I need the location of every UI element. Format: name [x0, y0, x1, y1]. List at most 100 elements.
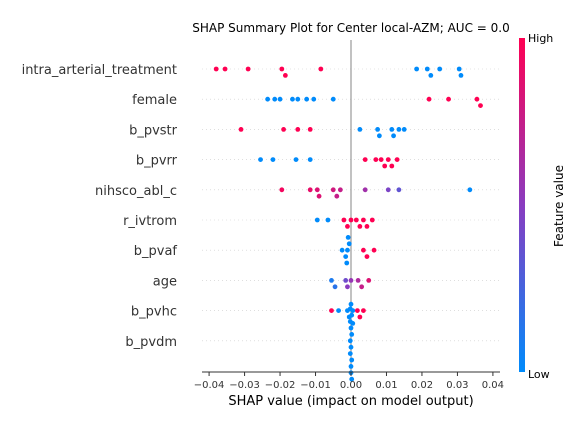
data-point [458, 73, 464, 78]
feature-label: age [153, 274, 177, 289]
data-point [245, 66, 251, 72]
feature-label: nihsco_abl_c [95, 184, 177, 199]
data-point [304, 96, 310, 102]
data-point [318, 66, 324, 72]
data-point [354, 308, 360, 313]
data-point [428, 73, 434, 78]
data-point [311, 96, 317, 102]
data-point [349, 357, 355, 363]
data-point [347, 306, 353, 312]
data-point [345, 235, 351, 240]
data-point [376, 133, 382, 139]
data-point [347, 351, 353, 356]
data-point [349, 312, 355, 318]
data-point [349, 376, 355, 382]
data-point [373, 157, 379, 163]
data-point [330, 96, 336, 102]
data-point [424, 66, 430, 72]
data-point [316, 193, 322, 199]
data-point [307, 157, 313, 163]
data-point [290, 96, 295, 102]
data-point [279, 66, 285, 72]
x-tick-label: 0.03 [446, 380, 468, 391]
feature-label: female [132, 93, 177, 108]
data-point [348, 301, 354, 307]
colorbar-label: Feature value [552, 165, 566, 247]
chart-title: SHAP Summary Plot for Center local-AZM; … [192, 21, 509, 35]
data-point [336, 308, 341, 313]
data-point [437, 66, 443, 72]
data-point [385, 157, 391, 163]
data-point [361, 308, 366, 313]
data-point [426, 96, 432, 102]
data-point [348, 217, 354, 223]
data-point [366, 278, 372, 283]
data-point [348, 325, 354, 331]
x-tick-label: −0.04 [194, 380, 225, 391]
data-point [348, 364, 354, 369]
x-tick-label: 0.01 [375, 380, 397, 391]
data-point [329, 308, 334, 313]
data-point [382, 163, 388, 169]
data-point [396, 126, 402, 132]
data-point [348, 344, 354, 350]
data-point [345, 247, 350, 253]
data-point [314, 217, 320, 223]
feature-label: r_ivtrom [123, 214, 177, 229]
data-point [467, 187, 473, 193]
data-point [325, 217, 331, 223]
data-point [385, 187, 391, 193]
data-point [279, 187, 285, 193]
data-point [330, 187, 336, 193]
x-axis-label: SHAP value (impact on model output) [228, 394, 473, 409]
data-point [213, 66, 219, 72]
data-point [258, 157, 263, 163]
data-point [394, 157, 400, 163]
data-point [364, 254, 370, 259]
data-point [361, 217, 366, 223]
data-point [277, 96, 283, 102]
data-point [282, 73, 288, 78]
data-point [307, 126, 313, 132]
data-point [446, 96, 451, 102]
data-point [478, 103, 483, 108]
data-point [347, 319, 353, 324]
feature-label: b_pvstr [129, 123, 178, 138]
data-point [314, 187, 320, 193]
data-point [391, 133, 396, 139]
data-point [343, 254, 349, 259]
data-point [359, 284, 365, 290]
data-point [362, 157, 368, 163]
data-point [343, 278, 349, 283]
colorbar [519, 38, 525, 372]
data-point [357, 224, 363, 229]
data-point [357, 126, 363, 132]
data-point [329, 278, 334, 283]
data-point [371, 247, 377, 253]
data-point [456, 66, 462, 72]
x-tick-label: 0.00 [340, 380, 362, 391]
data-point [389, 126, 395, 132]
feature-label: b_pvrr [136, 154, 178, 169]
colorbar-low-label: Low [528, 368, 550, 381]
data-point [378, 157, 384, 163]
data-point [349, 332, 355, 337]
data-point [396, 187, 402, 193]
data-point [332, 284, 338, 290]
data-point [414, 66, 420, 72]
data-point [337, 187, 343, 193]
data-point [222, 66, 228, 72]
feature-label: b_pvdm [125, 335, 177, 350]
feature-label: b_pvaf [134, 244, 178, 259]
x-tick-label: −0.01 [300, 380, 331, 391]
data-point [345, 284, 350, 290]
data-point [361, 247, 366, 253]
data-point [339, 247, 345, 253]
feature-label: intra_arterial_treatment [22, 63, 177, 78]
data-point [344, 260, 350, 266]
data-point [295, 126, 301, 132]
colorbar-high-label: High [528, 32, 553, 45]
data-point [357, 314, 363, 320]
x-tick-label: −0.02 [265, 380, 296, 391]
